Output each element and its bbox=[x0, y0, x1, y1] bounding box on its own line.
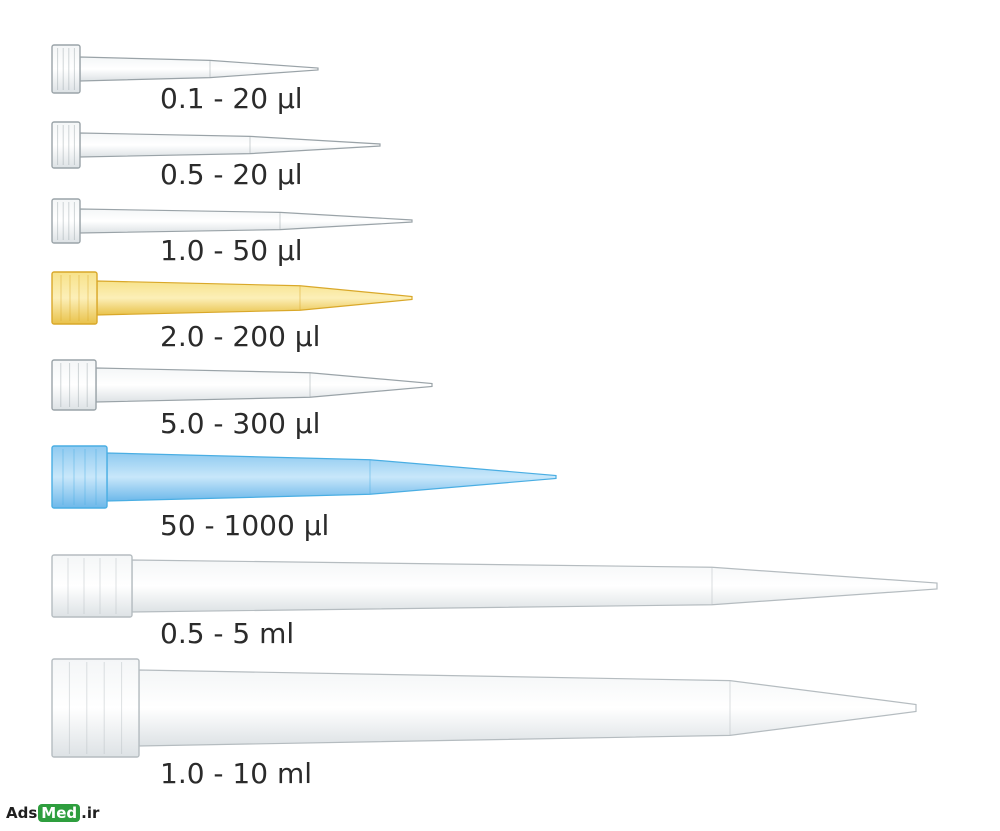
tip-label-0: 0.1 - 20 µl bbox=[160, 82, 303, 115]
tip-collar-6 bbox=[51, 554, 133, 618]
pipette-tip-3 bbox=[51, 271, 413, 325]
pipette-tip-0 bbox=[51, 44, 319, 94]
tip-label-1: 0.5 - 20 µl bbox=[160, 158, 303, 191]
tip-collar-5 bbox=[51, 445, 108, 509]
pipette-tip-2 bbox=[51, 198, 413, 244]
tip-body-3 bbox=[96, 280, 413, 316]
watermark-logo: Ads Med .ir bbox=[6, 804, 99, 822]
tip-body-0 bbox=[79, 56, 319, 82]
tip-label-4: 5.0 - 300 µl bbox=[160, 407, 321, 440]
pipette-tip-5 bbox=[51, 445, 557, 509]
tip-body-7 bbox=[138, 669, 917, 747]
tip-label-3: 2.0 - 200 µl bbox=[160, 320, 321, 353]
pipette-tip-6 bbox=[51, 554, 938, 618]
watermark-pill: Med bbox=[38, 804, 81, 822]
tip-body-4 bbox=[95, 367, 433, 403]
tip-body-1 bbox=[79, 132, 381, 158]
watermark-suffix: .ir bbox=[81, 804, 100, 822]
tip-collar-0 bbox=[51, 44, 81, 94]
tip-body-5 bbox=[106, 452, 557, 502]
tip-collar-7 bbox=[51, 658, 140, 758]
pipette-tip-7 bbox=[51, 658, 917, 758]
pipette-tip-1 bbox=[51, 121, 381, 169]
tip-collar-4 bbox=[51, 359, 97, 411]
tip-body-6 bbox=[131, 559, 938, 613]
tip-collar-2 bbox=[51, 198, 81, 244]
tip-collar-3 bbox=[51, 271, 98, 325]
tip-label-5: 50 - 1000 µl bbox=[160, 509, 330, 542]
tip-body-2 bbox=[79, 208, 413, 234]
tip-label-6: 0.5 - 5 ml bbox=[160, 617, 295, 650]
pipette-tip-4 bbox=[51, 359, 433, 411]
tip-collar-1 bbox=[51, 121, 81, 169]
tip-label-2: 1.0 - 50 µl bbox=[160, 234, 303, 267]
tip-label-7: 1.0 - 10 ml bbox=[160, 757, 313, 790]
watermark-prefix: Ads bbox=[6, 804, 38, 822]
